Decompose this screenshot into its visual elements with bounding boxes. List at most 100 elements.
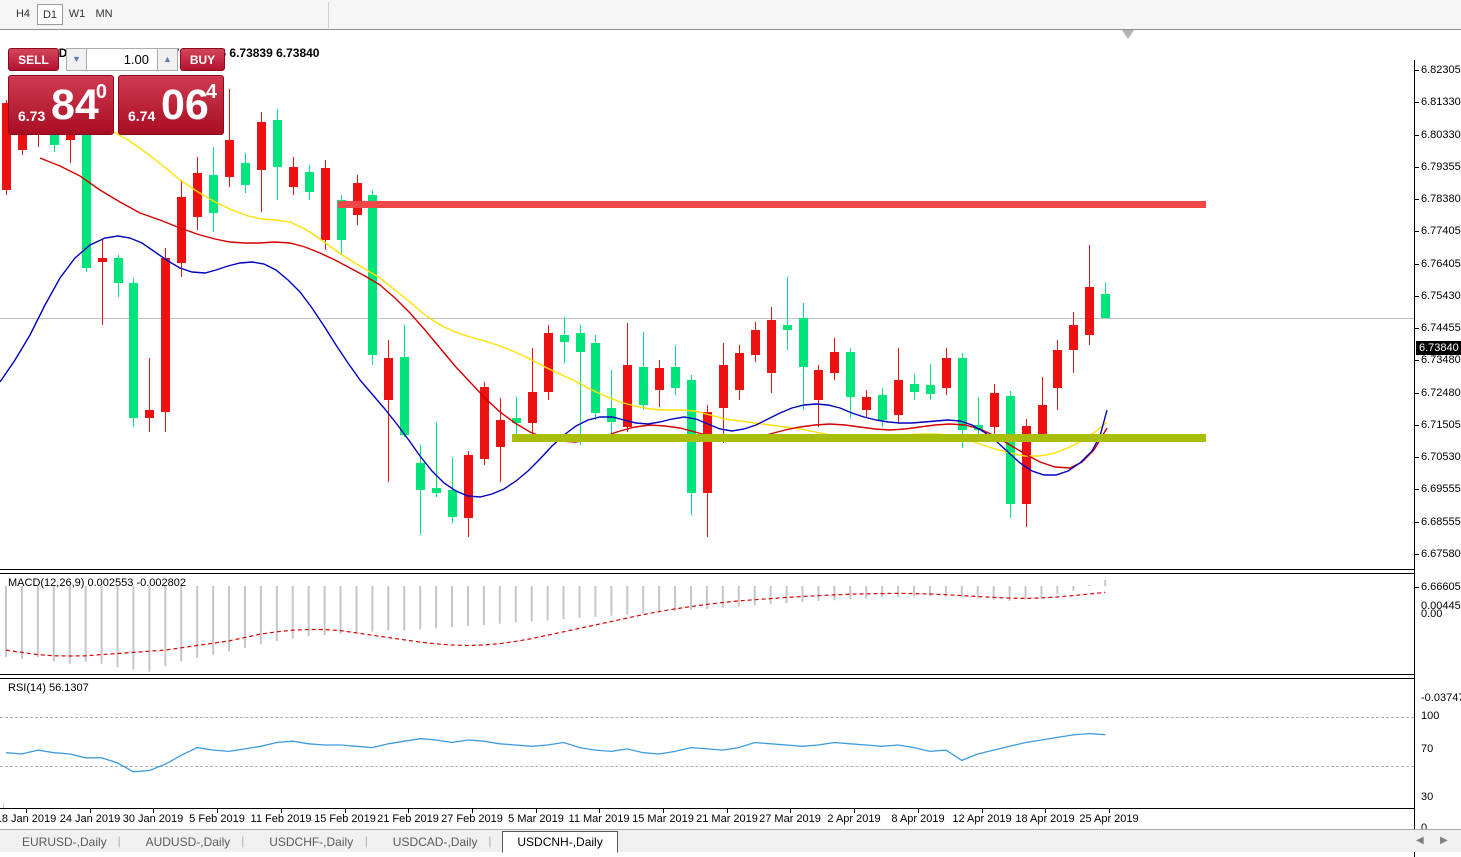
price-axis-label: 6.66605 bbox=[1421, 581, 1461, 593]
price-axis-label: 6.77405 bbox=[1421, 225, 1461, 237]
date-axis-tick bbox=[26, 809, 27, 813]
pane-separator[interactable] bbox=[0, 674, 1414, 679]
chart-tab-eurusd[interactable]: EURUSD-,Daily bbox=[22, 835, 107, 849]
candle bbox=[368, 195, 378, 356]
price-axis-tick bbox=[1415, 554, 1419, 555]
candle bbox=[448, 490, 457, 518]
rsi-plot bbox=[5, 732, 1106, 773]
price-axis-tick bbox=[1415, 393, 1419, 394]
date-axis-label: 25 Apr 2019 bbox=[1079, 813, 1139, 825]
chart-shift-marker-icon bbox=[1122, 30, 1134, 39]
candle bbox=[400, 357, 410, 436]
candle bbox=[272, 120, 282, 168]
candle bbox=[527, 392, 537, 424]
candle bbox=[352, 183, 362, 216]
candle bbox=[1069, 325, 1079, 351]
chart-window[interactable]: ▲USDCNH-,Daily 6.74587 6.74946 6.73839 6… bbox=[0, 30, 1461, 857]
candle bbox=[894, 380, 904, 416]
chart-tab-usdcnh[interactable]: USDCNH-,Daily bbox=[502, 831, 618, 853]
price-axis-label: 6.81330 bbox=[1421, 96, 1461, 108]
candle bbox=[2, 103, 11, 191]
buy-price-big: 06 bbox=[161, 81, 209, 129]
candle bbox=[575, 333, 585, 353]
date-axis[interactable]: 18 Jan 2019 24 Jan 2019 30 Jan 2019 5 Feb 2… bbox=[0, 808, 1414, 829]
buy-button[interactable]: BUY bbox=[180, 48, 225, 71]
price-axis-label: 6.71505 bbox=[1421, 419, 1461, 431]
price-axis-tick bbox=[1415, 328, 1419, 329]
candle-wick bbox=[436, 422, 438, 498]
candle bbox=[973, 425, 983, 430]
date-axis-tick bbox=[918, 809, 919, 813]
toolbar-separator bbox=[328, 2, 329, 28]
candle bbox=[479, 387, 489, 460]
price-axis-label: 6.80330 bbox=[1421, 129, 1461, 141]
candle bbox=[846, 352, 856, 398]
chart-tab-usdcad[interactable]: USDCAD-,Daily bbox=[392, 835, 478, 849]
price-axis[interactable]: 6.73840 6.82305 6.81330 6.80330 6.79355 6.78… bbox=[1414, 60, 1461, 857]
date-axis-tick bbox=[1109, 809, 1110, 813]
date-axis-label: 15 Feb 2019 bbox=[314, 813, 376, 825]
candle bbox=[623, 365, 633, 428]
timeframe-tab-d1[interactable]: D1 bbox=[37, 4, 63, 25]
candle bbox=[766, 320, 776, 374]
macd-axis-label: 0.00 bbox=[1421, 608, 1443, 620]
candle bbox=[750, 330, 760, 355]
macd-pane[interactable]: MACD(12,26,9) 0.002553 -0.002802 bbox=[0, 574, 1414, 674]
candle bbox=[97, 258, 107, 263]
price-axis-label: 6.82305 bbox=[1421, 64, 1461, 76]
pane-separator[interactable] bbox=[0, 569, 1414, 574]
volume-decrease-button[interactable]: ▼ bbox=[66, 48, 87, 71]
sell-quote-box[interactable]: 6.73 84 0 bbox=[8, 75, 114, 135]
one-click-trade-panel: SELL ▼ ▲ BUY 6.73 84 0 6.74 06 4 bbox=[8, 48, 225, 136]
sell-price-base: 6.73 bbox=[18, 108, 46, 124]
candle-wick bbox=[786, 277, 788, 350]
price-axis-label: 6.69555 bbox=[1421, 483, 1461, 495]
date-axis-tick bbox=[281, 809, 282, 813]
chart-tab-audusd[interactable]: AUDUSD-,Daily bbox=[145, 835, 231, 849]
candle bbox=[113, 258, 123, 283]
candle bbox=[209, 175, 219, 214]
support-line[interactable] bbox=[512, 434, 1206, 442]
resistance-line[interactable] bbox=[338, 201, 1206, 208]
candle bbox=[607, 408, 617, 423]
date-axis-label: 18 Apr 2019 bbox=[1015, 813, 1075, 825]
rsi-axis-label: 0 bbox=[1421, 822, 1428, 834]
candle bbox=[957, 358, 967, 431]
price-axis-label: 6.68555 bbox=[1421, 516, 1461, 528]
rsi-axis-label: 100 bbox=[1421, 710, 1440, 722]
date-axis-label: 18 Jan 2019 bbox=[0, 813, 57, 825]
current-price-tag: 6.73840 bbox=[1416, 341, 1461, 355]
timeframe-tab-h4[interactable]: H4 bbox=[15, 8, 31, 20]
tab-scroll-right-icon[interactable]: ▶ bbox=[1440, 835, 1448, 846]
candle bbox=[655, 368, 665, 391]
macd-label: MACD(12,26,9) 0.002553 -0.002802 bbox=[8, 577, 186, 589]
tab-separator: | bbox=[241, 834, 245, 848]
candle bbox=[240, 163, 250, 186]
buy-quote-box[interactable]: 6.74 06 4 bbox=[118, 75, 224, 135]
candle bbox=[989, 393, 999, 428]
rsi-axis-label: 70 bbox=[1421, 743, 1434, 755]
chart-tab-usdchf[interactable]: USDCHF-,Daily bbox=[269, 835, 354, 849]
candle bbox=[639, 367, 649, 405]
main-chart-pane[interactable]: ▲USDCNH-,Daily 6.74587 6.74946 6.73839 6… bbox=[0, 30, 1414, 569]
price-axis-label: 6.73480 bbox=[1421, 354, 1461, 366]
macd-axis-label: -0.037475 bbox=[1421, 692, 1461, 704]
tab-separator: | bbox=[117, 834, 121, 848]
candle bbox=[304, 172, 314, 193]
volume-increase-button[interactable]: ▲ bbox=[157, 48, 178, 71]
timeframe-tab-w1[interactable]: W1 bbox=[68, 8, 86, 20]
price-axis-tick bbox=[1415, 425, 1419, 426]
price-axis-tick bbox=[1415, 296, 1419, 297]
current-price-line bbox=[0, 318, 1414, 319]
timeframe-tab-mn[interactable]: MN bbox=[95, 8, 113, 20]
volume-input[interactable] bbox=[87, 48, 157, 71]
candle bbox=[814, 370, 824, 401]
rsi-pane[interactable]: RSI(14) 56.1307 bbox=[0, 679, 1414, 803]
candle bbox=[1037, 405, 1047, 436]
candle bbox=[432, 488, 442, 494]
buy-price-base: 6.74 bbox=[128, 108, 156, 124]
sell-button[interactable]: SELL bbox=[8, 48, 59, 71]
tab-scroll-left-icon[interactable]: ◀ bbox=[1416, 835, 1424, 846]
macd-axis-label: 0.004459 bbox=[1421, 600, 1461, 612]
buy-price-pip: 4 bbox=[205, 81, 217, 103]
